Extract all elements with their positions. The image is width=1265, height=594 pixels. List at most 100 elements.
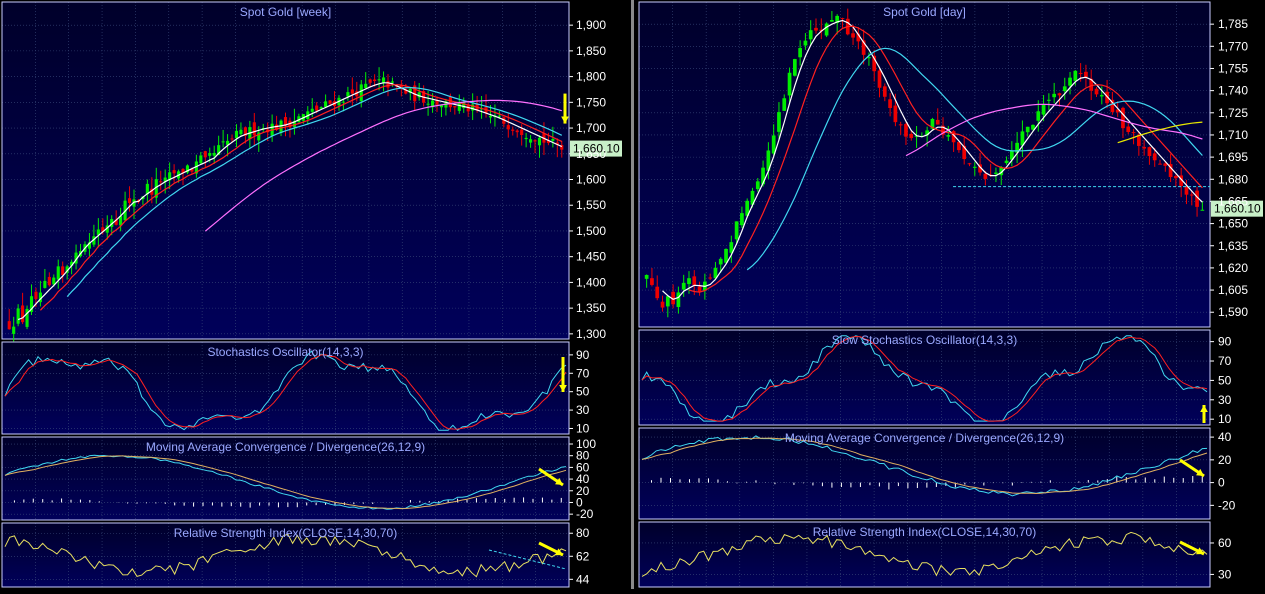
day-rsi-tick-label: 30: [1218, 567, 1232, 581]
day-candle-body: [1148, 147, 1152, 156]
week-candle-body: [427, 104, 430, 105]
week-candle-body: [453, 106, 456, 107]
week-candle-body: [320, 107, 323, 108]
panel-divider: [631, 0, 634, 589]
week-price-tick-label: 1,300: [576, 327, 606, 341]
week-macd-tick-label: 100: [576, 437, 596, 451]
week-candle-body: [17, 308, 20, 323]
day-price-tick-label: 1,725: [1218, 106, 1248, 120]
day-candle-body: [687, 278, 691, 284]
day-price-tick-label: 1,785: [1218, 17, 1248, 31]
day-candle-body: [788, 73, 792, 96]
week-last-price-label: 1,660.10: [573, 142, 620, 156]
day-candle-body: [1047, 100, 1051, 101]
day-stoch-tick-label: 70: [1218, 354, 1232, 368]
day-candle-body: [1100, 95, 1104, 96]
day-candle-body: [650, 278, 654, 285]
day-candle-body: [798, 48, 802, 57]
week-candle-body: [449, 97, 452, 108]
week-candle-body: [311, 109, 314, 112]
week-candle-body: [369, 79, 372, 82]
week-price-title: Spot Gold [week]: [240, 5, 331, 19]
day-candle-body: [1058, 93, 1062, 95]
day-price-tick-label: 1,635: [1218, 239, 1248, 253]
day-candle-body: [825, 24, 829, 36]
week-candle-body: [279, 121, 282, 133]
day-candle-body: [1084, 72, 1088, 77]
day-candle-body: [677, 292, 681, 307]
week-candle-body: [213, 153, 216, 156]
week-price-tick-label: 1,800: [576, 70, 606, 84]
week-candle-body: [346, 92, 349, 97]
day-candle-body: [984, 174, 988, 179]
day-candle-body: [661, 302, 665, 308]
week-candle-body: [329, 100, 332, 103]
week-candle-body: [382, 77, 385, 82]
week-price-tick-label: 1,600: [576, 173, 606, 187]
day-stoch-tick-label: 10: [1218, 412, 1232, 426]
day-candle-body: [899, 124, 903, 125]
week-candle-body: [351, 89, 354, 93]
week-candle-body: [386, 81, 389, 87]
day-price-background: [639, 2, 1210, 327]
day-candle-body: [1079, 73, 1083, 74]
day-macd-title: Moving Average Convergence / Divergence(…: [785, 431, 1064, 445]
week-candle-body: [239, 130, 242, 134]
week-candle-body: [525, 138, 528, 139]
week-candle-body: [61, 266, 64, 275]
day-candle-body: [830, 20, 834, 22]
week-candle-body: [529, 139, 532, 142]
week-stoch-tick-label: 30: [576, 403, 590, 417]
week-price-tick-label: 1,550: [576, 198, 606, 212]
week-candle-body: [128, 198, 131, 203]
week-candle-body: [43, 281, 46, 288]
day-candle-body: [793, 59, 797, 76]
week-candle-body: [360, 84, 363, 101]
week-candle-body: [551, 139, 554, 141]
week-stoch-tick-label: 50: [576, 385, 590, 399]
day-price-tick-label: 1,710: [1218, 128, 1248, 142]
week-candle-body: [391, 81, 394, 82]
week-candle-body: [516, 131, 519, 133]
day-price-tick-label: 1,755: [1218, 61, 1248, 75]
week-price-tick-label: 1,850: [576, 44, 606, 58]
week-candle-body: [342, 102, 345, 103]
day-candle-body: [1052, 94, 1056, 97]
day-candle-body: [968, 163, 972, 164]
day-candle-body: [682, 283, 686, 290]
day-candle-body: [708, 278, 712, 279]
day-candle-body: [1185, 187, 1189, 195]
day-candle-body: [719, 259, 723, 265]
week-rsi-tick-label: 44: [576, 572, 590, 586]
week-candle-body: [12, 327, 15, 334]
week-candle-body: [378, 79, 381, 80]
day-candle-body: [909, 134, 913, 138]
day-candle-body: [878, 71, 882, 88]
week-candle-body: [199, 156, 202, 164]
day-candle-body: [740, 213, 744, 225]
week-macd-title: Moving Average Convergence / Divergence(…: [146, 440, 425, 454]
day-price-tick-label: 1,620: [1218, 261, 1248, 275]
day-candle-body: [1026, 127, 1030, 132]
week-stoch-tick-label: 70: [576, 366, 590, 380]
week-candle-body: [364, 84, 367, 88]
week-rsi-title: Relative Strength Index(CLOSE,14,30,70): [174, 526, 397, 540]
day-last-price-label: 1,660.10: [1214, 202, 1261, 216]
day-macd-tick-label: 0: [1218, 476, 1225, 490]
week-candle-body: [8, 321, 11, 329]
day-candle-body: [735, 221, 739, 239]
day-macd-tick-label: -20: [1218, 498, 1236, 512]
week-candle-body: [511, 130, 514, 131]
week-candle-body: [315, 106, 318, 111]
week-candle-body: [208, 153, 211, 156]
day-candle-body: [1063, 86, 1067, 91]
week-candle-body: [230, 138, 233, 139]
week-stoch-title: Stochastics Oscillator(14,3,3): [207, 345, 363, 359]
day-candle-body: [883, 86, 887, 96]
day-candle-body: [1190, 195, 1194, 196]
day-candle-body: [946, 135, 950, 137]
week-candle-body: [48, 277, 51, 285]
day-macd-tick-label: 20: [1218, 453, 1232, 467]
